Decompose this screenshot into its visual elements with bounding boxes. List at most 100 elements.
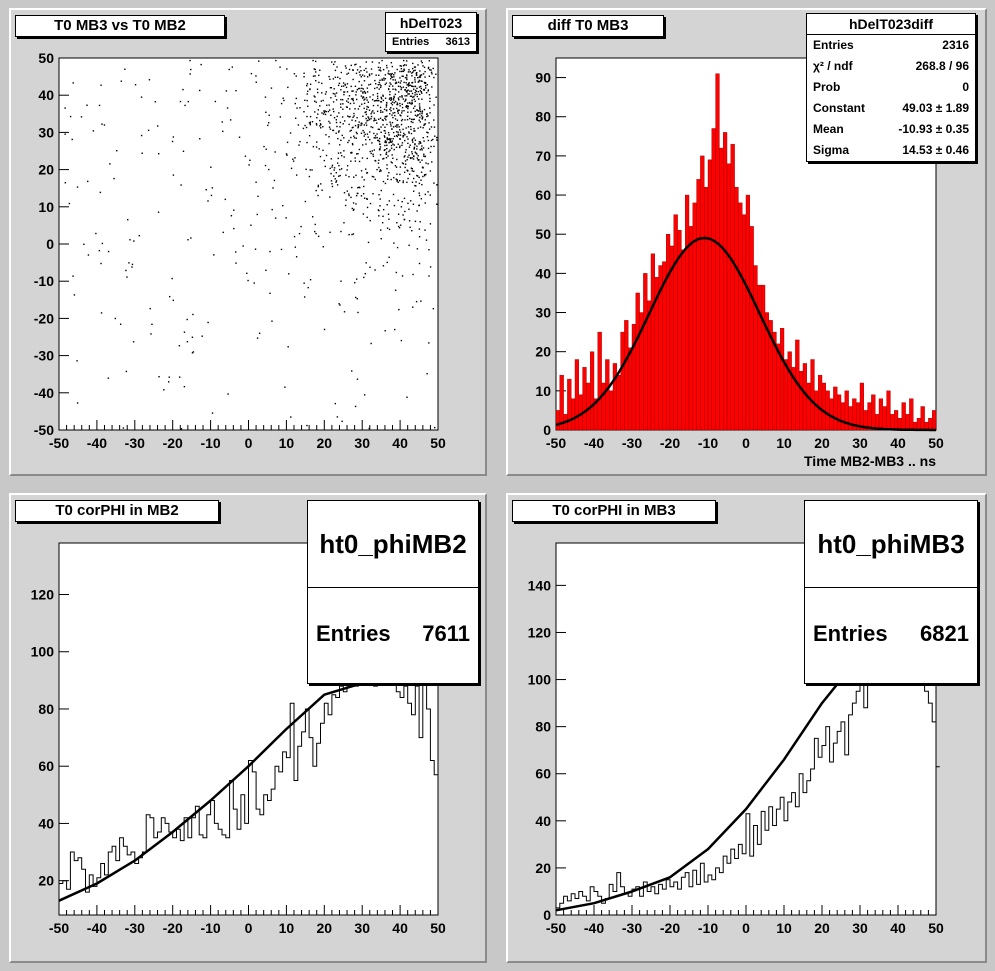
histogram-bar bbox=[703, 187, 709, 431]
scatter-point bbox=[304, 124, 306, 127]
scatter-point bbox=[406, 75, 408, 77]
scatter-point bbox=[423, 66, 426, 69]
scatter-point bbox=[351, 142, 354, 145]
scatter-point bbox=[333, 167, 336, 169]
scatter-point bbox=[191, 352, 194, 354]
x-tick-label: 20 bbox=[317, 920, 333, 936]
scatter-point bbox=[372, 110, 374, 112]
scatter-point bbox=[375, 99, 377, 102]
scatter-point bbox=[426, 131, 428, 133]
x-tick-label: 40 bbox=[890, 920, 906, 936]
scatter-point bbox=[379, 117, 382, 120]
scatter-point bbox=[413, 147, 416, 150]
scatter-point bbox=[380, 229, 382, 231]
scatter-point bbox=[396, 126, 398, 128]
scatter-point bbox=[354, 281, 356, 284]
scatter-point bbox=[417, 158, 419, 161]
scatter-point bbox=[418, 192, 420, 194]
histogram-bar bbox=[582, 367, 587, 431]
scatter-point bbox=[400, 67, 403, 70]
scatter-point bbox=[382, 180, 385, 183]
scatter-point bbox=[267, 122, 270, 124]
plot-frame bbox=[58, 57, 439, 431]
scatter-point bbox=[399, 82, 402, 84]
scatter-point bbox=[421, 111, 423, 113]
scatter-point bbox=[403, 110, 405, 112]
scatter-point bbox=[148, 79, 151, 81]
scatter-point bbox=[336, 76, 339, 78]
scatter-point bbox=[306, 115, 308, 118]
histogram-bar bbox=[559, 374, 564, 431]
scatter-point bbox=[390, 61, 393, 64]
scatter-point bbox=[401, 75, 403, 77]
scatter-point bbox=[377, 139, 380, 142]
x-tick-label: 30 bbox=[354, 435, 370, 451]
scatter-point bbox=[342, 103, 344, 105]
scatter-point bbox=[305, 168, 307, 171]
scatter-point bbox=[404, 134, 406, 136]
scatter-point bbox=[311, 121, 314, 123]
scatter-point bbox=[274, 151, 276, 153]
scatter-point bbox=[399, 102, 401, 105]
scatter-point bbox=[306, 141, 308, 144]
scatter-point bbox=[406, 118, 409, 121]
histogram-bar bbox=[696, 179, 701, 431]
scatter-point bbox=[378, 74, 380, 76]
scatter-point bbox=[368, 427, 370, 430]
scatter-point bbox=[147, 129, 150, 132]
scatter-point bbox=[399, 70, 401, 73]
scatter-point bbox=[404, 166, 406, 169]
scatter-point bbox=[383, 157, 385, 160]
scatter-point bbox=[413, 98, 415, 101]
scatter-point bbox=[398, 227, 401, 229]
y-tick-label: 30 bbox=[535, 305, 551, 321]
scatter-point bbox=[367, 241, 370, 244]
scatter-point bbox=[407, 202, 409, 205]
scatter-point bbox=[394, 114, 396, 117]
histogram-bar bbox=[681, 249, 686, 431]
scatter-point bbox=[389, 82, 391, 84]
scatter-point bbox=[391, 140, 393, 142]
scatter-point bbox=[341, 116, 344, 118]
scatter-point bbox=[425, 87, 427, 89]
scatter-point bbox=[392, 108, 395, 110]
scatter-point bbox=[352, 99, 355, 102]
scatter-point bbox=[349, 102, 352, 105]
scatter-point bbox=[418, 119, 420, 121]
scatter-point bbox=[426, 84, 429, 86]
scatter-point bbox=[357, 311, 359, 314]
scatter-point bbox=[114, 317, 117, 320]
x-tick-label: 40 bbox=[392, 435, 408, 451]
scatter-point bbox=[429, 69, 431, 71]
scatter-point bbox=[386, 123, 388, 126]
stats-box: hDelT023 Entries 3613 bbox=[385, 12, 477, 52]
scatter-point bbox=[412, 177, 415, 180]
scatter-point bbox=[401, 275, 404, 277]
scatter-point bbox=[380, 101, 383, 103]
scatter-point bbox=[409, 144, 411, 146]
scatter-point bbox=[365, 117, 367, 120]
scatter-point bbox=[76, 360, 78, 362]
scatter-point bbox=[376, 136, 378, 139]
scatter-point bbox=[380, 85, 382, 87]
scatter-point bbox=[395, 131, 398, 133]
scatter-point bbox=[120, 80, 123, 82]
scatter-point bbox=[423, 174, 426, 176]
scatter-point bbox=[190, 68, 192, 71]
scatter-point bbox=[414, 151, 417, 153]
scatter-point bbox=[394, 118, 397, 120]
scatter-point bbox=[402, 86, 405, 88]
scatter-point bbox=[418, 76, 421, 78]
scatter-point bbox=[324, 165, 327, 168]
scatter-point bbox=[383, 79, 385, 81]
scatter-point bbox=[366, 133, 369, 135]
scatter-point bbox=[317, 91, 319, 94]
histogram-bar bbox=[620, 331, 625, 431]
scatter-point bbox=[178, 376, 181, 378]
y-tick-label: 140 bbox=[528, 577, 552, 593]
scatter-point bbox=[389, 141, 392, 143]
scatter-point bbox=[422, 65, 424, 67]
scatter-point bbox=[328, 75, 330, 78]
y-tick-label: 90 bbox=[535, 70, 551, 86]
scatter-point bbox=[369, 131, 371, 133]
